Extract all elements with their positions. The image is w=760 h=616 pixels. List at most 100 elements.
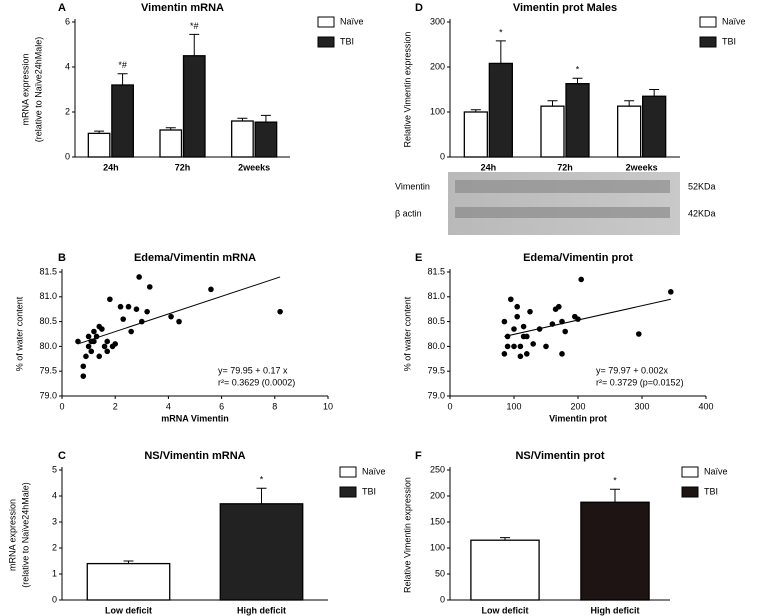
error-bar: [547, 100, 558, 107]
bar: [87, 132, 111, 158]
data-point: [80, 373, 87, 379]
r-squared: r²= 0.3629 (0.0002): [218, 377, 295, 387]
data-point: [88, 348, 95, 355]
significance-label: *: [576, 65, 580, 75]
chart-title: NS/Vimentin prot: [515, 450, 604, 462]
data-point: [85, 343, 92, 350]
x-tick-label: 0: [59, 401, 64, 411]
x-tick-label: 4: [166, 401, 171, 411]
chart-title: Vimentin mRNA: [141, 2, 224, 14]
data-point: [514, 313, 520, 320]
x-tick-label: 200: [570, 401, 585, 411]
error-bar: [260, 114, 271, 123]
data-point: [96, 353, 103, 360]
chart-title: Edema/Vimentin prot: [523, 252, 633, 264]
significance-label: *: [499, 27, 503, 37]
bar: [231, 120, 254, 158]
data-point: [524, 333, 530, 340]
data-point: [125, 303, 132, 310]
y-tick-label: 0: [65, 151, 70, 161]
data-point: [80, 363, 87, 370]
data-point: [83, 353, 89, 360]
y-axis-label: % of water content: [402, 296, 412, 371]
data-point: [176, 318, 182, 325]
data-point: [668, 289, 674, 295]
y-tick-label: 80.0: [39, 341, 57, 351]
bar: [111, 84, 134, 158]
chart-title: Edema/Vimentin mRNA: [134, 252, 256, 264]
bar: [540, 105, 565, 158]
error-bar: [572, 77, 583, 84]
y-tick-label: 200: [430, 61, 445, 71]
bar: [182, 55, 206, 158]
data-point: [636, 331, 642, 337]
blot-size-label: 42KDa: [688, 208, 716, 218]
error-bar: [495, 40, 506, 64]
y-tick-label: 0: [52, 594, 57, 604]
y-tick-label: 80.0: [427, 341, 445, 351]
bar: [470, 539, 540, 601]
y-tick-label: 79.5: [427, 366, 445, 376]
data-point: [101, 343, 108, 350]
data-point: [517, 343, 524, 350]
y-tick-label: 100: [430, 542, 445, 552]
bar: [580, 501, 650, 601]
legend-label: Naïve: [340, 16, 364, 26]
y-tick-label: 300: [430, 16, 445, 26]
x-axis-label: Vimentin prot: [549, 413, 607, 423]
x-tick-label: High deficit: [591, 605, 640, 615]
data-point: [91, 338, 97, 345]
significance-label: *#: [190, 21, 199, 31]
y-axis-label: Relative Vimentin expression: [402, 32, 412, 148]
data-point: [104, 348, 111, 355]
legend-label: TBI: [704, 486, 718, 496]
legend-swatch: [339, 466, 357, 478]
x-tick-label: 72h: [175, 162, 191, 172]
data-point: [133, 306, 140, 313]
trend-line: [77, 276, 281, 345]
y-axis-label: (relative to Naïve24hMale): [20, 482, 30, 588]
bar: [219, 503, 304, 601]
y-axis-label: % of water content: [14, 296, 24, 371]
data-point: [136, 274, 142, 280]
western-blot: [448, 172, 680, 235]
significance-label: *: [260, 475, 264, 485]
x-tick-label: 400: [698, 401, 713, 411]
panel-letter: B: [58, 252, 66, 264]
legend-swatch: [681, 466, 699, 478]
y-tick-label: 80.5: [39, 316, 57, 326]
x-tick-label: 72h: [557, 162, 573, 172]
significance-label: *#: [118, 60, 127, 70]
data-point: [543, 343, 549, 350]
y-tick-label: 0: [440, 594, 445, 604]
error-bar: [610, 488, 620, 503]
y-tick-label: 79.5: [39, 366, 57, 376]
legend-label: Naïve: [722, 16, 746, 26]
trend-line: [504, 298, 671, 337]
data-point: [91, 328, 97, 335]
error-bar: [624, 100, 635, 107]
y-tick-label: 100: [430, 106, 445, 116]
chart-title: NS/Vimentin mRNA: [144, 450, 245, 462]
y-tick-label: 6: [65, 16, 70, 26]
y-tick-label: 81.5: [427, 266, 445, 276]
data-point: [527, 308, 533, 315]
legend-label: Naïve: [362, 466, 386, 476]
panel-letter: A: [58, 2, 66, 14]
y-tick-label: 200: [430, 490, 445, 500]
x-tick-label: 10: [323, 401, 333, 411]
legend-swatch: [699, 16, 717, 28]
legend-label: TBI: [340, 36, 354, 46]
equation: y= 79.95 + 0.17 x: [218, 365, 288, 375]
x-tick-label: 300: [634, 401, 649, 411]
y-tick-label: 150: [430, 516, 445, 526]
panel-letter: D: [415, 2, 423, 14]
data-point: [85, 333, 92, 340]
r-squared: r²= 0.3729 (p=0.0152): [596, 377, 684, 387]
y-tick-label: 2: [52, 542, 57, 552]
data-point: [511, 326, 517, 332]
y-tick-label: 80.5: [427, 316, 445, 326]
data-point: [99, 326, 105, 332]
blot-size-label: 52KDa: [688, 181, 716, 191]
